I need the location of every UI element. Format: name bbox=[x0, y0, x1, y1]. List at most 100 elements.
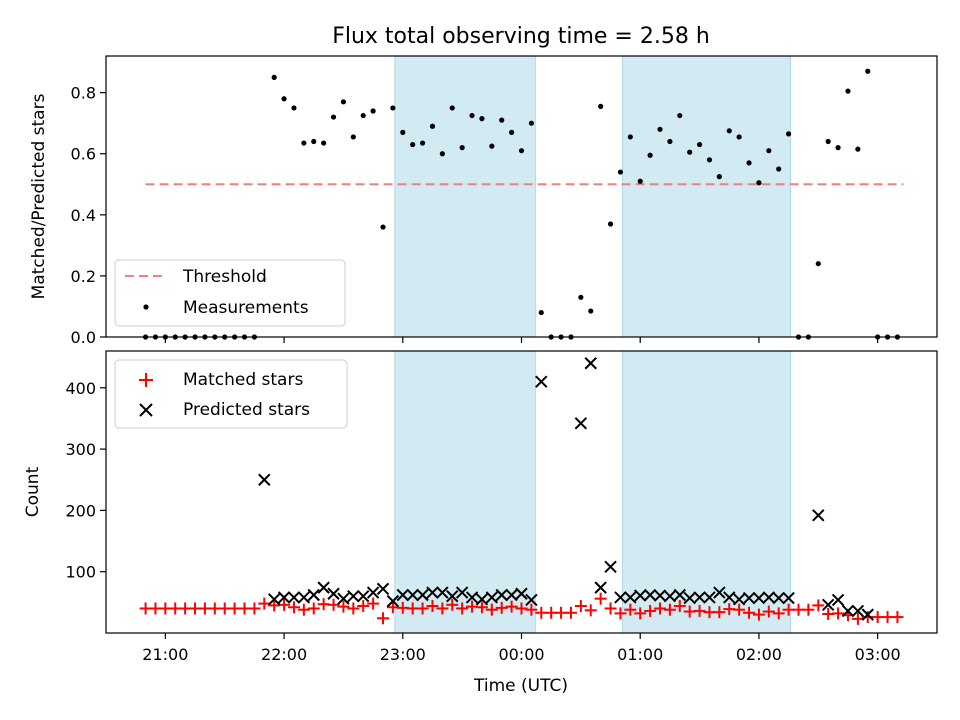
predicted-point bbox=[604, 560, 617, 573]
matched-point bbox=[347, 602, 360, 615]
measurement-point bbox=[271, 74, 277, 80]
measurement-point bbox=[776, 166, 782, 172]
measurement-point bbox=[696, 141, 703, 148]
measurement-point bbox=[350, 134, 356, 140]
predicted-point bbox=[455, 586, 469, 599]
top-y-tick-label: 0.4 bbox=[71, 206, 96, 225]
bottom-y-ticks: 100 200 300 400 bbox=[65, 379, 106, 582]
predicted-point bbox=[317, 581, 330, 594]
measurement-point bbox=[538, 309, 544, 316]
matched-point bbox=[436, 602, 449, 615]
measurement-point bbox=[410, 141, 416, 148]
bottom-legend: Matched stars Predicted stars bbox=[114, 359, 348, 429]
legend-matched-label: Matched stars bbox=[183, 370, 303, 390]
predicted-point bbox=[574, 417, 588, 430]
predicted-point bbox=[436, 586, 449, 599]
measurement-point bbox=[825, 138, 831, 145]
shaded-interval bbox=[621, 55, 792, 338]
matched-point bbox=[584, 604, 597, 617]
matched-point bbox=[287, 601, 300, 614]
predicted-point bbox=[683, 591, 696, 605]
measurement-point bbox=[657, 126, 663, 132]
x-axis-label: Time (UTC) bbox=[473, 676, 568, 696]
measurement-point bbox=[370, 108, 376, 114]
matched-point bbox=[663, 603, 676, 616]
predicted-point bbox=[812, 509, 825, 522]
matched-point bbox=[604, 602, 617, 615]
legend-predicted-label: Predicted stars bbox=[183, 400, 310, 420]
predicted-point bbox=[821, 598, 835, 612]
predicted-point bbox=[495, 588, 508, 602]
predicted-point bbox=[723, 591, 736, 604]
measurement-point bbox=[400, 129, 406, 135]
predicted-point bbox=[713, 586, 726, 599]
top-y-ticks: 0.0 0.2 0.4 0.6 0.8 bbox=[71, 84, 106, 347]
measurement-point bbox=[578, 294, 584, 300]
measurement-point bbox=[281, 96, 287, 102]
matched-point bbox=[624, 603, 637, 616]
matched-point bbox=[278, 598, 291, 611]
shaded-interval bbox=[621, 350, 792, 634]
measurement-point bbox=[637, 178, 643, 184]
bottom-shaded-intervals bbox=[394, 350, 792, 634]
matched-point bbox=[327, 598, 340, 611]
measurement-point bbox=[815, 261, 821, 267]
measurement-point bbox=[291, 105, 297, 111]
matched-point bbox=[505, 600, 518, 613]
predicted-point bbox=[732, 593, 746, 606]
top-axes-frame bbox=[105, 55, 938, 338]
shaded-interval bbox=[394, 55, 536, 338]
measurement-point bbox=[598, 103, 604, 109]
x-tick-label: 03:00 bbox=[855, 645, 901, 664]
bottom-y-tick-label: 200 bbox=[65, 501, 96, 520]
matched-point bbox=[495, 601, 508, 614]
matched-point bbox=[446, 598, 459, 611]
top-legend-box bbox=[114, 259, 346, 327]
matched-point bbox=[297, 603, 310, 616]
x-tick-label: 22:00 bbox=[261, 645, 307, 664]
matched-point bbox=[475, 601, 488, 614]
measurement-point bbox=[627, 134, 633, 140]
matched-point bbox=[367, 597, 380, 610]
matched-point bbox=[525, 603, 538, 616]
measurement-point bbox=[449, 105, 455, 111]
matched-point bbox=[673, 600, 686, 613]
measurement-point bbox=[499, 117, 505, 123]
measurement-point bbox=[380, 224, 386, 230]
measurement-point bbox=[311, 138, 317, 145]
matched-points bbox=[139, 592, 904, 625]
top-y-tick-label: 0.6 bbox=[71, 145, 96, 164]
top-y-tick-label: 0.2 bbox=[71, 267, 96, 286]
chart-title: Flux total observing time = 2.58 h bbox=[332, 24, 710, 49]
bottom-panel: 100 200 300 400 21:00 22:00 23:00 00:00 01:00 02… bbox=[23, 350, 938, 696]
measurement-point bbox=[459, 145, 465, 151]
legend-measurements-swatch bbox=[143, 304, 149, 310]
measurement-point bbox=[419, 140, 426, 146]
measurement-point bbox=[330, 114, 337, 120]
predicted-point bbox=[287, 591, 301, 604]
measurement-point bbox=[736, 134, 742, 140]
matched-point bbox=[377, 612, 389, 625]
measurement-point bbox=[855, 146, 861, 152]
legend-predicted-swatch bbox=[139, 403, 153, 417]
predicted-point bbox=[485, 591, 499, 604]
predicted-point bbox=[584, 357, 597, 370]
predicted-point bbox=[624, 591, 637, 604]
measurement-point bbox=[340, 99, 347, 105]
measurement-point bbox=[865, 68, 871, 74]
top-shaded-intervals bbox=[394, 55, 792, 338]
predicted-point bbox=[693, 591, 706, 604]
top-legend: Threshold Measurements bbox=[114, 259, 346, 327]
predicted-point bbox=[851, 604, 865, 618]
measurement-point bbox=[479, 116, 485, 122]
matched-point bbox=[733, 603, 746, 616]
measurement-point bbox=[321, 140, 327, 146]
predicted-point bbox=[307, 588, 320, 602]
matched-point bbox=[456, 602, 469, 615]
predicted-point bbox=[742, 591, 756, 605]
matched-point bbox=[357, 600, 370, 613]
matched-point bbox=[654, 602, 666, 615]
predicted-point bbox=[366, 586, 380, 599]
predicted-point bbox=[515, 587, 528, 600]
